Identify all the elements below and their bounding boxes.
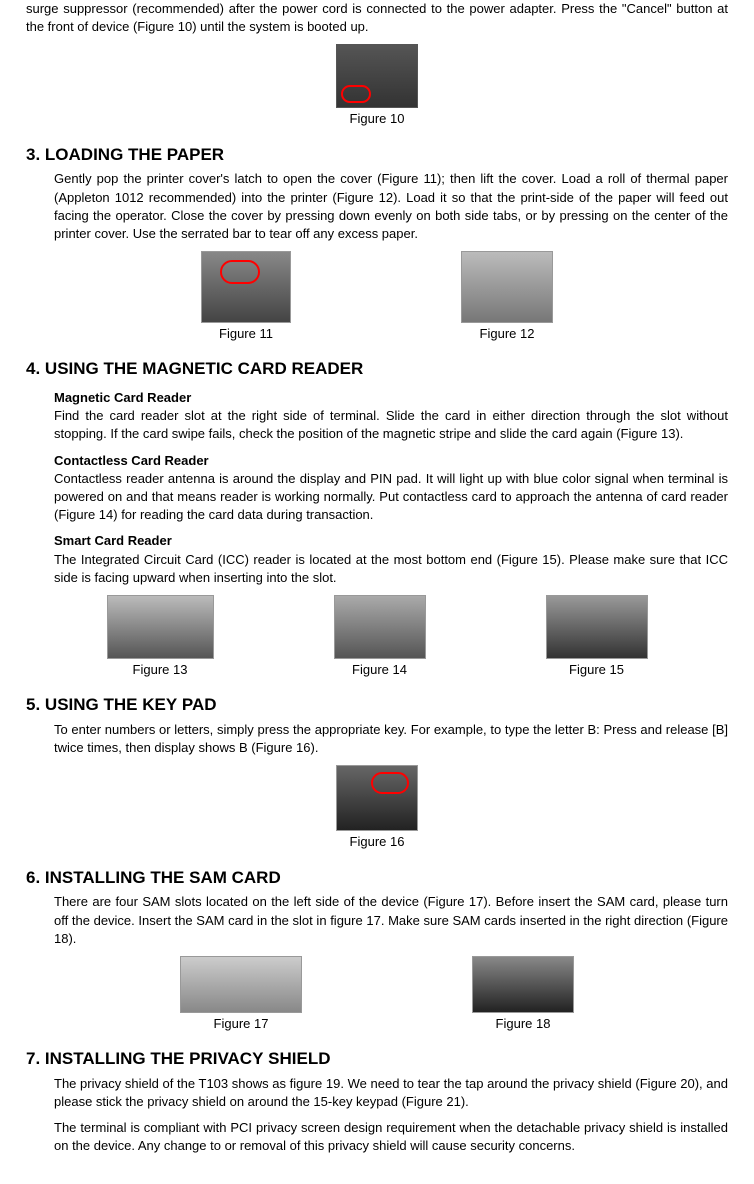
smart-body: The Integrated Circuit Card (ICC) reader… xyxy=(26,551,728,587)
magnetic-subhead: Magnetic Card Reader xyxy=(26,389,728,407)
figure-16-block: Figure 16 xyxy=(26,765,728,851)
figure-15-caption: Figure 15 xyxy=(546,661,648,679)
document-page: surge suppressor (recommended) after the… xyxy=(0,0,754,1184)
section-7-heading: 7. INSTALLING THE PRIVACY SHIELD xyxy=(26,1047,728,1071)
section-3-body: Gently pop the printer cover's latch to … xyxy=(26,170,728,243)
figure-16-image xyxy=(336,765,418,831)
figure-10-caption: Figure 10 xyxy=(336,110,418,128)
figure-17-image xyxy=(180,956,302,1013)
figure-12-image xyxy=(461,251,553,323)
smart-subhead: Smart Card Reader xyxy=(26,532,728,550)
contactless-subhead: Contactless Card Reader xyxy=(26,452,728,470)
figure-14-caption: Figure 14 xyxy=(334,661,426,679)
figure-17-caption: Figure 17 xyxy=(180,1015,302,1033)
magnetic-body: Find the card reader slot at the right s… xyxy=(26,407,728,443)
figure-14-image xyxy=(334,595,426,659)
section-6-heading: 6. INSTALLING THE SAM CARD xyxy=(26,866,728,890)
section-5-heading: 5. USING THE KEY PAD xyxy=(26,693,728,717)
figure-12-caption: Figure 12 xyxy=(461,325,553,343)
figure-13-image xyxy=(107,595,214,659)
section-7-body1: The privacy shield of the T103 shows as … xyxy=(26,1075,728,1111)
figure-13-caption: Figure 13 xyxy=(107,661,214,679)
figure-10-block: Figure 10 xyxy=(26,44,728,128)
section-5-body: To enter numbers or letters, simply pres… xyxy=(26,721,728,757)
figure-17-18-row: Figure 17 Figure 18 xyxy=(26,956,728,1033)
figure-11-12-row: Figure 11 Figure 12 xyxy=(26,251,728,343)
figure-15-image xyxy=(546,595,648,659)
figure-18-image xyxy=(472,956,574,1013)
figure-13-14-15-row: Figure 13 Figure 14 Figure 15 xyxy=(26,595,728,679)
section-7-body2: The terminal is compliant with PCI priva… xyxy=(26,1119,728,1155)
section-3-heading: 3. LOADING THE PAPER xyxy=(26,143,728,167)
figure-11-caption: Figure 11 xyxy=(201,325,291,343)
figure-16-caption: Figure 16 xyxy=(336,833,418,851)
intro-paragraph: surge suppressor (recommended) after the… xyxy=(26,0,728,36)
section-6-body: There are four SAM slots located on the … xyxy=(26,893,728,948)
figure-18-caption: Figure 18 xyxy=(472,1015,574,1033)
section-4-heading: 4. USING THE MAGNETIC CARD READER xyxy=(26,357,728,381)
figure-10-image xyxy=(336,44,418,108)
figure-11-image xyxy=(201,251,291,323)
contactless-body: Contactless reader antenna is around the… xyxy=(26,470,728,525)
